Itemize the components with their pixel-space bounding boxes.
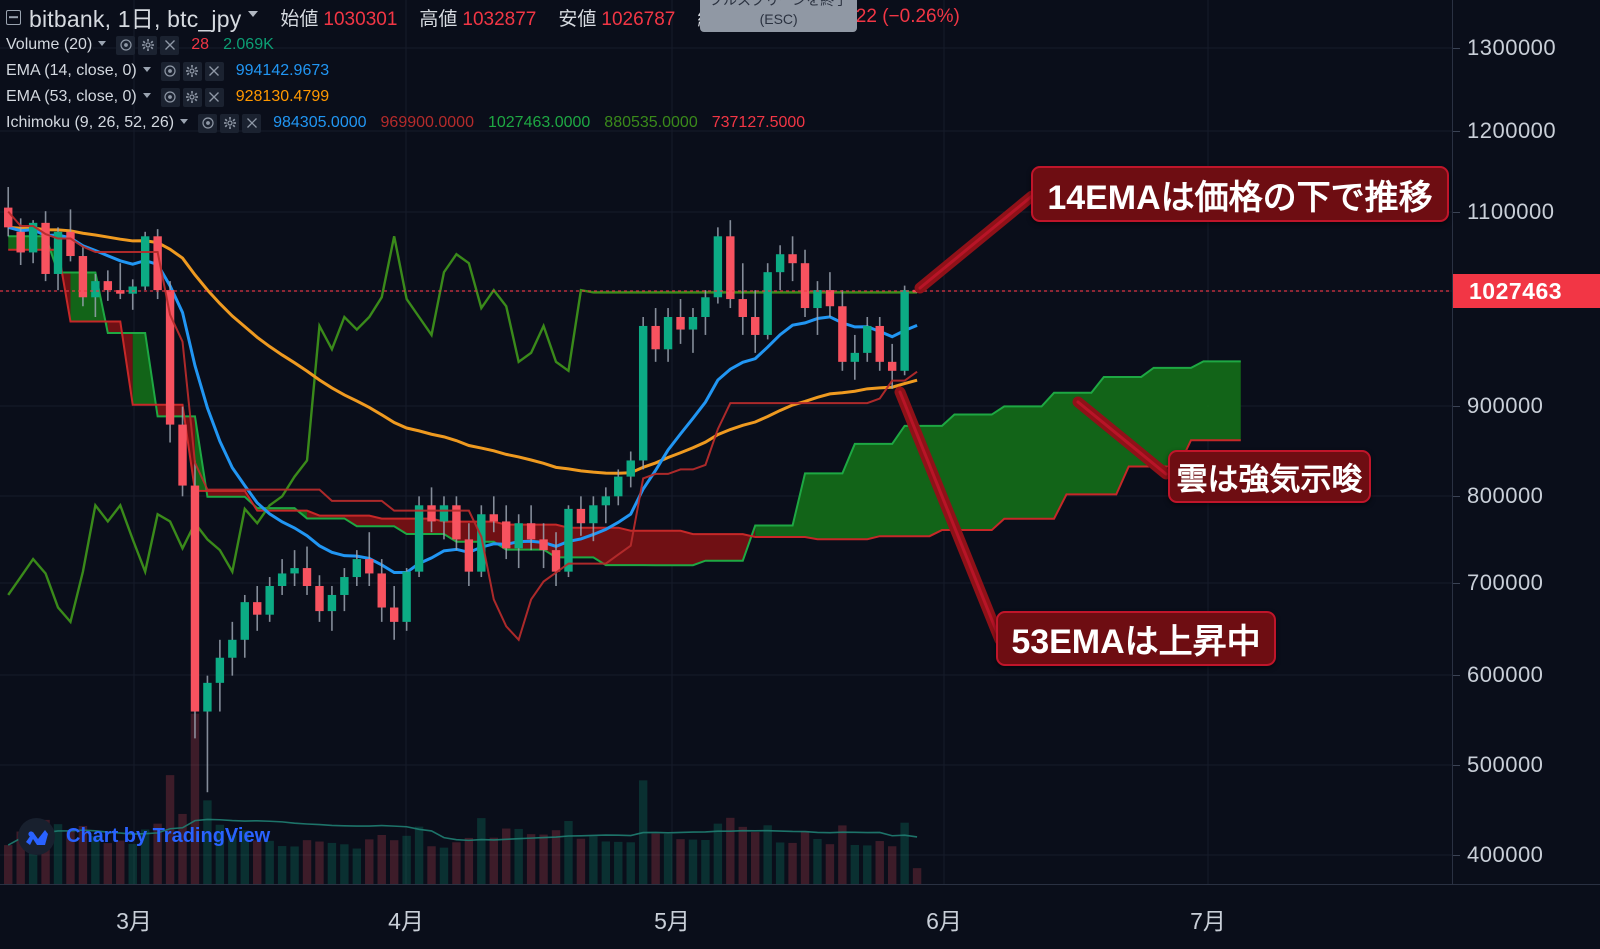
price-tick-mark bbox=[1453, 406, 1460, 407]
price-tick-label: 1300000 bbox=[1467, 35, 1557, 60]
indicator-values: 28 2.069K bbox=[191, 36, 274, 54]
time-axis[interactable]: 3月 4月 5月 6月 7月 bbox=[0, 884, 1600, 949]
price-tick-mark bbox=[1453, 765, 1460, 766]
price-tick-label: 1200000 bbox=[1467, 118, 1557, 143]
indicator-rows: Volume (20) 28 2.069K EMA (14, close, 0) 994… bbox=[6, 32, 960, 136]
chevron-down-icon[interactable] bbox=[248, 11, 259, 17]
indicator-value: 880535.0000 bbox=[604, 114, 698, 131]
indicator-value: 994142.9673 bbox=[235, 62, 330, 79]
cloud-callout[interactable]: 雲は強気示唆 bbox=[1168, 450, 1371, 503]
price-tick-mark bbox=[1453, 131, 1460, 132]
chevron-down-icon[interactable] bbox=[180, 118, 189, 124]
indicator-values: 984305.0000 969900.0000 1027463.0000 880535… bbox=[273, 114, 805, 132]
price-tick-label: 1100000 bbox=[1467, 199, 1555, 224]
price-tick-mark bbox=[1453, 212, 1460, 213]
gear-icon[interactable] bbox=[182, 87, 202, 107]
price-tick-label: 400000 bbox=[1467, 842, 1544, 867]
indicator-values: 994142.9673 bbox=[236, 62, 329, 80]
indicator-controls bbox=[160, 87, 224, 107]
indicator-controls bbox=[116, 35, 180, 55]
indicator-row[interactable]: Volume (20) 28 2.069K bbox=[6, 32, 960, 58]
indicator-value: 28 bbox=[191, 36, 210, 53]
indicator-row[interactable]: Ichimoku (9, 26, 52, 26) 984305.0000 96990… bbox=[6, 110, 960, 136]
price-tick-label: 900000 bbox=[1467, 393, 1544, 418]
close-icon[interactable] bbox=[160, 35, 180, 55]
indicator-name: Volume (20) bbox=[6, 36, 93, 53]
time-tick-label: 4月 bbox=[388, 908, 424, 934]
indicator-value: 928130.4799 bbox=[235, 88, 330, 105]
low-label: 安値 bbox=[558, 8, 597, 30]
price-tick-mark bbox=[1453, 48, 1460, 49]
close-icon[interactable] bbox=[204, 61, 224, 81]
chart-plot-area[interactable] bbox=[0, 0, 1452, 884]
eye-icon[interactable] bbox=[198, 113, 218, 133]
time-tick-label: 7月 bbox=[1190, 908, 1226, 934]
indicator-name: EMA (14, close, 0) bbox=[6, 62, 137, 79]
time-tick-label: 3月 bbox=[116, 908, 152, 934]
high-value: 1032877 bbox=[462, 8, 537, 30]
gear-icon[interactable] bbox=[138, 35, 158, 55]
indicator-name: EMA (53, close, 0) bbox=[6, 88, 137, 105]
collapse-icon[interactable] bbox=[6, 9, 21, 25]
tradingview-logo-icon bbox=[18, 818, 55, 855]
tradingview-watermark: Chart by TradingView bbox=[18, 818, 270, 855]
fullscreen-exit-tooltip: フルスクリーンを終了 (ESC) bbox=[700, 0, 858, 32]
eye-icon[interactable] bbox=[160, 61, 180, 81]
high-label: 高値 bbox=[419, 8, 458, 30]
chevron-down-icon[interactable] bbox=[142, 66, 151, 72]
price-axis[interactable]: 1300000120000011000001000000900000800000… bbox=[1452, 0, 1600, 884]
indicator-value: 737127.5000 bbox=[711, 114, 806, 131]
watermark-text: Chart by TradingView bbox=[66, 825, 271, 847]
price-tick-label: 700000 bbox=[1467, 570, 1544, 595]
gear-icon[interactable] bbox=[220, 113, 240, 133]
eye-icon[interactable] bbox=[116, 35, 136, 55]
open-value: 1030301 bbox=[323, 8, 398, 30]
close-icon[interactable] bbox=[204, 87, 224, 107]
indicator-value: 984305.0000 bbox=[273, 114, 367, 131]
price-change: -2722 (−0.26%) bbox=[828, 6, 960, 27]
indicator-row[interactable]: EMA (53, close, 0) 928130.4799 bbox=[6, 84, 960, 110]
ohlc-open: 始値 1030301 bbox=[280, 4, 397, 31]
time-tick-label: 5月 bbox=[654, 908, 690, 934]
close-icon[interactable] bbox=[242, 113, 262, 133]
price-tick-label: 500000 bbox=[1467, 752, 1544, 777]
gear-icon[interactable] bbox=[182, 61, 202, 81]
indicator-controls bbox=[198, 113, 262, 133]
current-price-badge: 1027463 bbox=[1453, 274, 1600, 308]
chevron-down-icon[interactable] bbox=[142, 92, 151, 98]
ohlc-low: 安値 1026787 bbox=[558, 4, 675, 31]
indicator-value: 969900.0000 bbox=[380, 114, 474, 131]
ema14-callout[interactable]: 14EMAは価格の下で推移 bbox=[1031, 166, 1449, 222]
indicator-name: Ichimoku (9, 26, 52, 26) bbox=[6, 114, 175, 131]
chevron-down-icon[interactable] bbox=[98, 40, 107, 46]
indicator-value: 2.069K bbox=[223, 36, 274, 53]
eye-icon[interactable] bbox=[160, 87, 180, 107]
price-tick-mark bbox=[1453, 496, 1460, 497]
time-tick-label: 6月 bbox=[926, 908, 962, 934]
indicator-values: 928130.4799 bbox=[236, 88, 329, 106]
price-tick-mark bbox=[1453, 855, 1460, 856]
fullscreen-tooltip-line2: (ESC) bbox=[759, 10, 798, 27]
price-tick-mark bbox=[1453, 675, 1460, 676]
price-tick-mark bbox=[1453, 583, 1460, 584]
chart-canvas bbox=[0, 0, 1452, 884]
low-value: 1026787 bbox=[601, 8, 676, 30]
open-label: 始値 bbox=[280, 8, 319, 30]
ema53-callout[interactable]: 53EMAは上昇中 bbox=[996, 611, 1276, 666]
price-tick-label: 600000 bbox=[1467, 662, 1544, 687]
indicator-controls bbox=[160, 61, 224, 81]
indicator-value: 1027463.0000 bbox=[487, 114, 591, 131]
price-tick-label: 800000 bbox=[1467, 483, 1544, 508]
ohlc-high: 高値 1032877 bbox=[419, 4, 536, 31]
fullscreen-tooltip-line1: フルスクリーンを終了 bbox=[709, 0, 849, 8]
symbol-title[interactable]: bitbank, 1日, btc_jpy bbox=[29, 6, 242, 32]
indicator-row[interactable]: EMA (14, close, 0) 994142.9673 bbox=[6, 58, 960, 84]
